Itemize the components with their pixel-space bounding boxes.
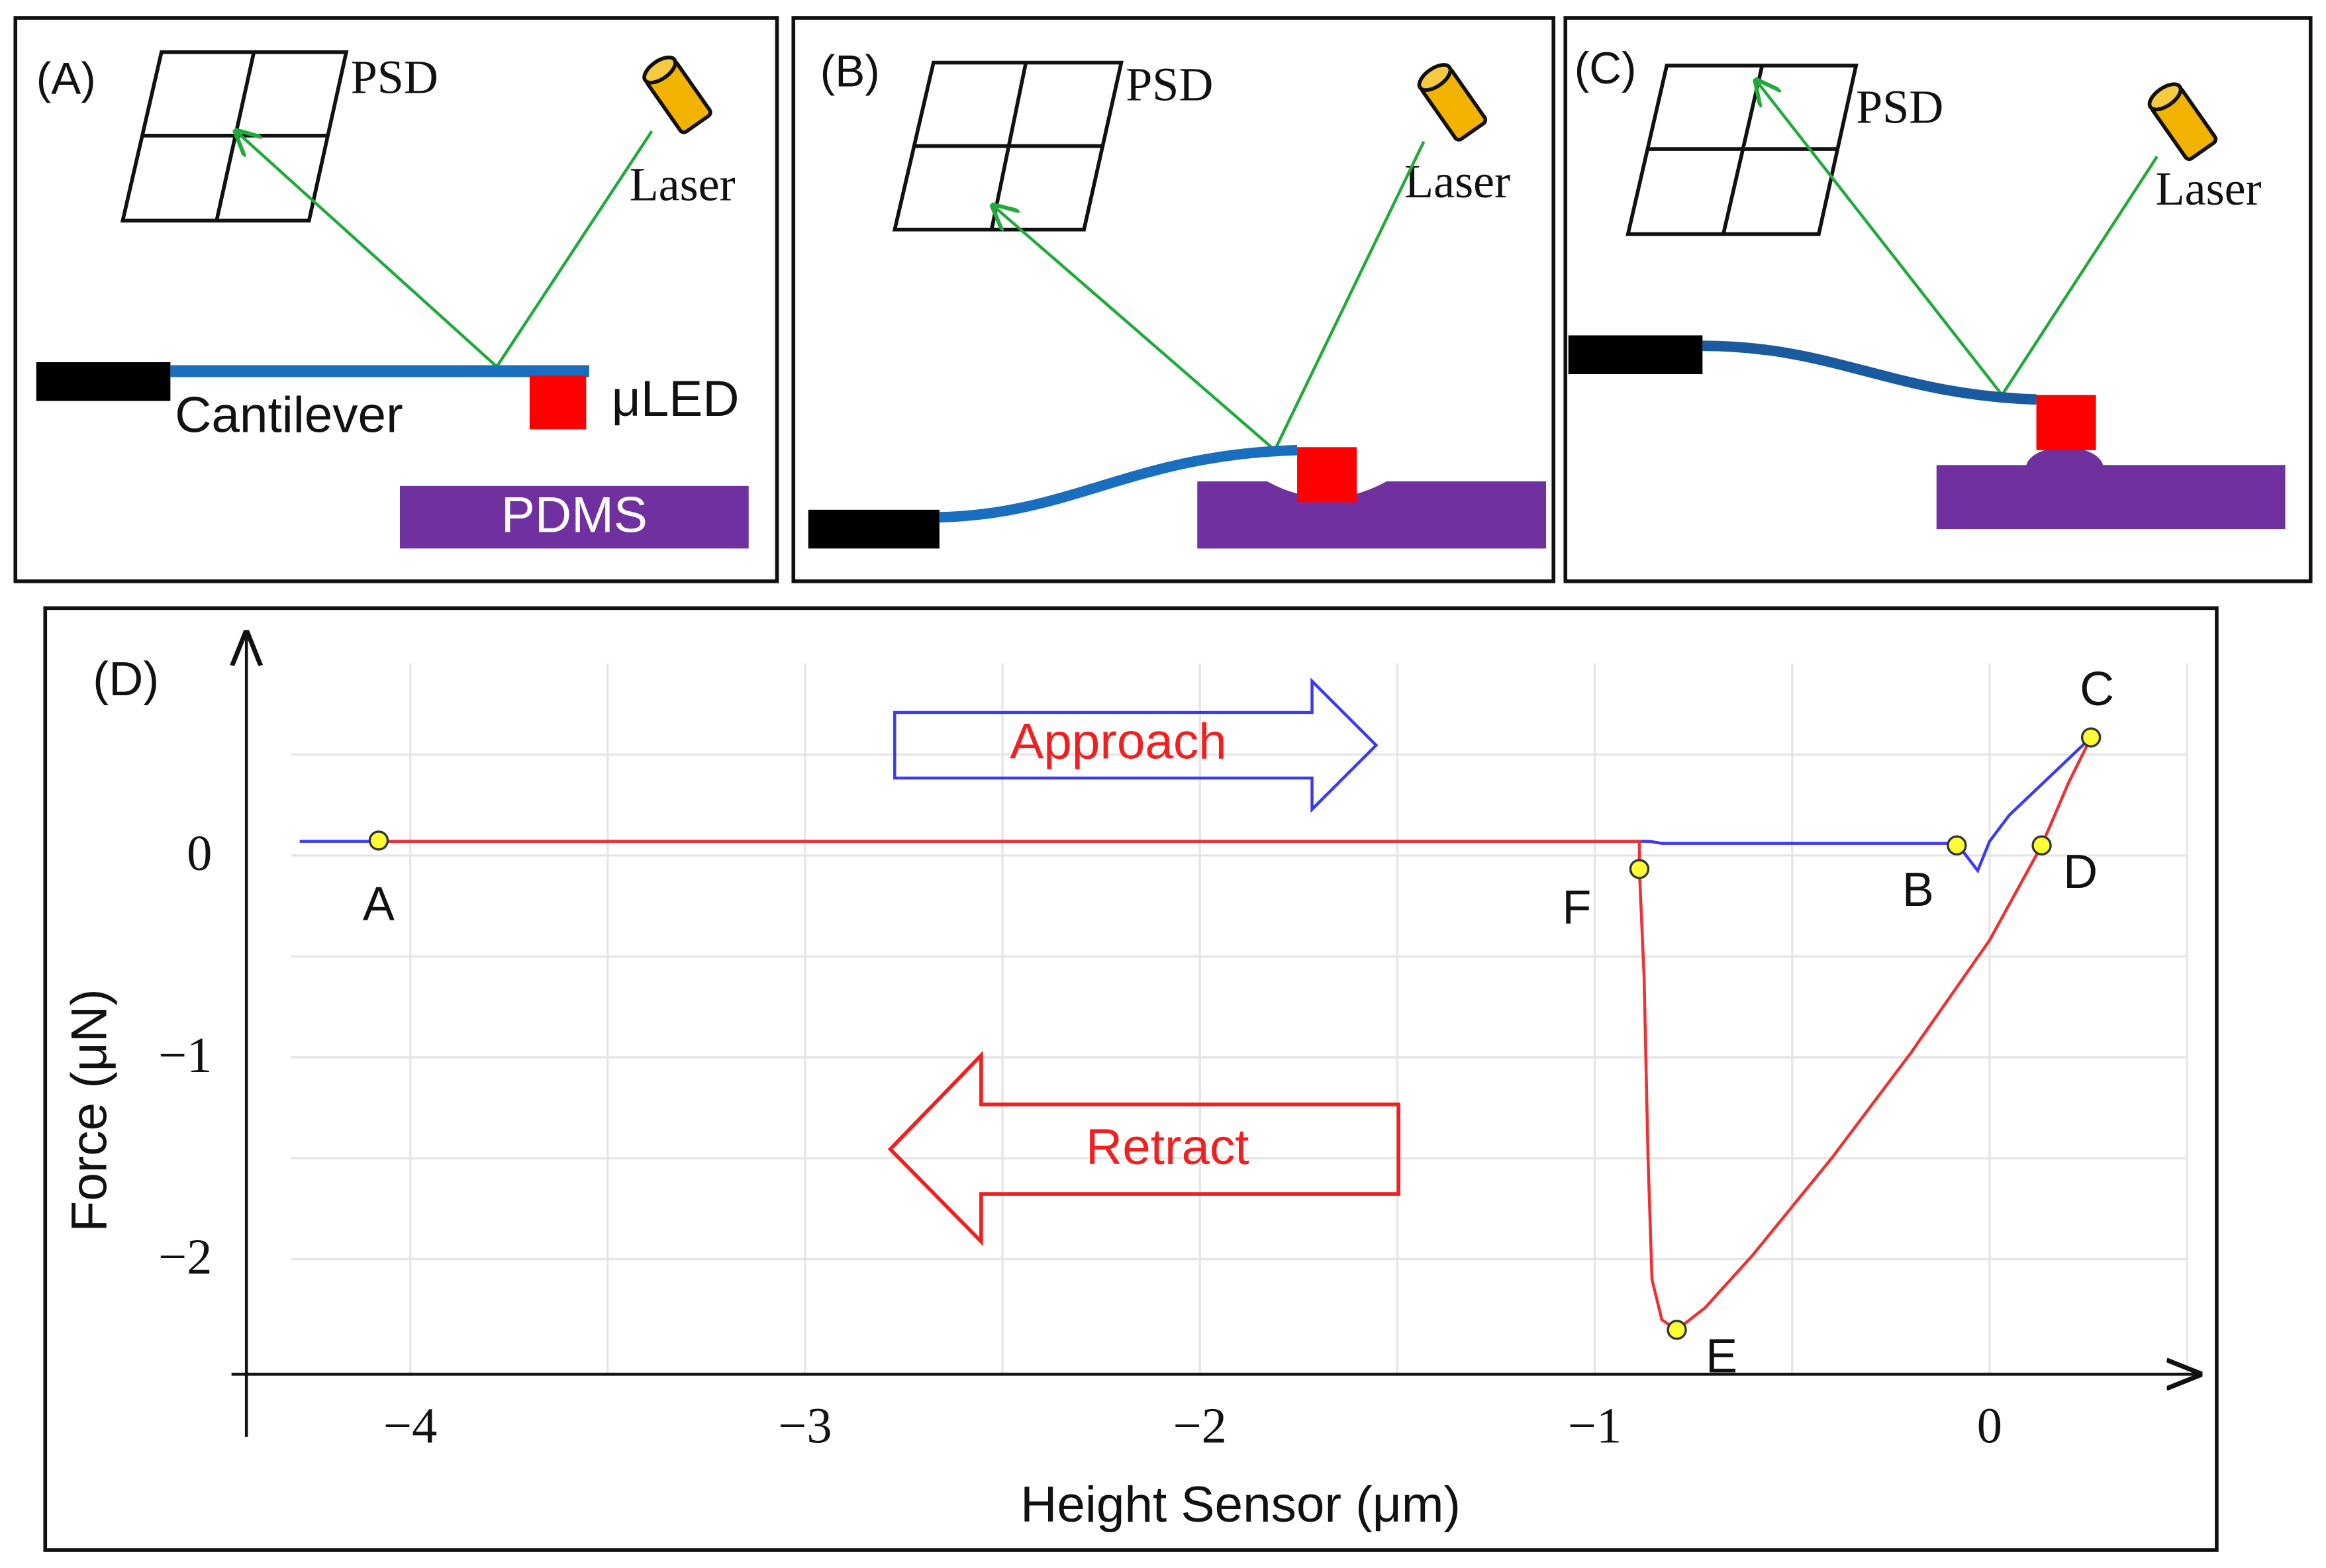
psd-label: PSD <box>1126 58 1213 111</box>
point-label: B <box>1902 863 1934 916</box>
laser-beam <box>236 131 654 369</box>
cantilever-base <box>808 509 940 549</box>
panel-c: (C) PSD Laser <box>1563 16 2313 583</box>
point-marker <box>1667 1320 1687 1340</box>
series-line <box>378 736 2093 1332</box>
point-label: C <box>2080 663 2114 716</box>
cantilever-label: Cantilever <box>175 387 403 444</box>
laser-beam <box>1756 81 2158 398</box>
pdms <box>1197 481 1546 549</box>
panel-label: (B) <box>820 46 880 96</box>
point-label: F <box>1562 881 1591 934</box>
led-label: μLED <box>612 371 740 427</box>
panel-label: (D) <box>93 653 159 706</box>
laser-icon <box>1417 63 1488 142</box>
laser-label: Laser <box>630 158 736 211</box>
y-tick-label: −1 <box>158 1027 212 1083</box>
panel-label: (C) <box>1575 44 1637 93</box>
psd-grid <box>120 50 349 222</box>
cantilever-base <box>1568 335 1703 374</box>
x-tick-label: −1 <box>1568 1397 1622 1453</box>
point-label: E <box>1706 1330 1737 1383</box>
panel-frame <box>13 16 779 583</box>
chart-panel: (D) Height Sensor (μm) Force (μN) Approa… <box>43 606 2219 1552</box>
retract-label: Retract <box>1086 1119 1249 1175</box>
cantilever-base <box>36 362 171 401</box>
grid <box>291 663 2188 1375</box>
led <box>529 375 587 430</box>
approach-label: Approach <box>1010 714 1227 770</box>
retract-arrow <box>887 1050 1400 1246</box>
panel-frame <box>791 16 1556 583</box>
laser-icon <box>2147 82 2218 162</box>
x-tick-label: −4 <box>383 1397 437 1453</box>
x-tick-label: −3 <box>778 1397 832 1453</box>
laser-beam <box>993 140 1426 453</box>
series-line <box>299 736 2092 874</box>
panel-frame <box>43 606 2219 1552</box>
y-axis-label: Force (μN) <box>62 989 118 1232</box>
panel-a: (A) PSD Laser Cantilever μLED PDMS <box>13 16 779 583</box>
pdms-label: PDMS <box>501 487 648 544</box>
panel-label: (A) <box>36 54 96 104</box>
x-tick-label: 0 <box>1977 1397 2002 1453</box>
point-marker <box>368 830 389 851</box>
pdms <box>400 485 749 549</box>
x-tick-label: −2 <box>1173 1397 1227 1453</box>
cantilever <box>939 444 1298 522</box>
plot: −4 −3 −2 −1 0 0 −1 −2 A B C D E F <box>158 634 2199 1453</box>
y-tick-label: −2 <box>158 1229 212 1285</box>
y-tick-label: 0 <box>187 825 212 881</box>
psd-grid <box>892 60 1124 232</box>
laser-label: Laser <box>1404 155 1510 208</box>
led <box>2036 395 2096 450</box>
cantilever <box>1702 340 2037 405</box>
panel-b: (B) PSD Laser <box>791 16 1556 583</box>
led <box>1297 447 1357 503</box>
psd-label: PSD <box>1856 80 1943 133</box>
pdms <box>1936 465 2286 530</box>
x-axis-label: Height Sensor (μm) <box>1020 1477 1461 1533</box>
psd-grid <box>1625 64 1859 236</box>
laser-label: Laser <box>2156 162 2262 215</box>
approach-arrow <box>893 677 1379 813</box>
point-marker <box>2031 835 2052 856</box>
point-marker <box>2080 727 2102 748</box>
psd-label: PSD <box>351 50 438 103</box>
point-label: A <box>363 878 395 931</box>
panel-frame <box>1563 16 2313 583</box>
point-marker <box>1947 835 1967 856</box>
point-label: D <box>2063 846 2098 899</box>
point-marker <box>1629 859 1650 879</box>
laser-icon <box>642 55 712 134</box>
